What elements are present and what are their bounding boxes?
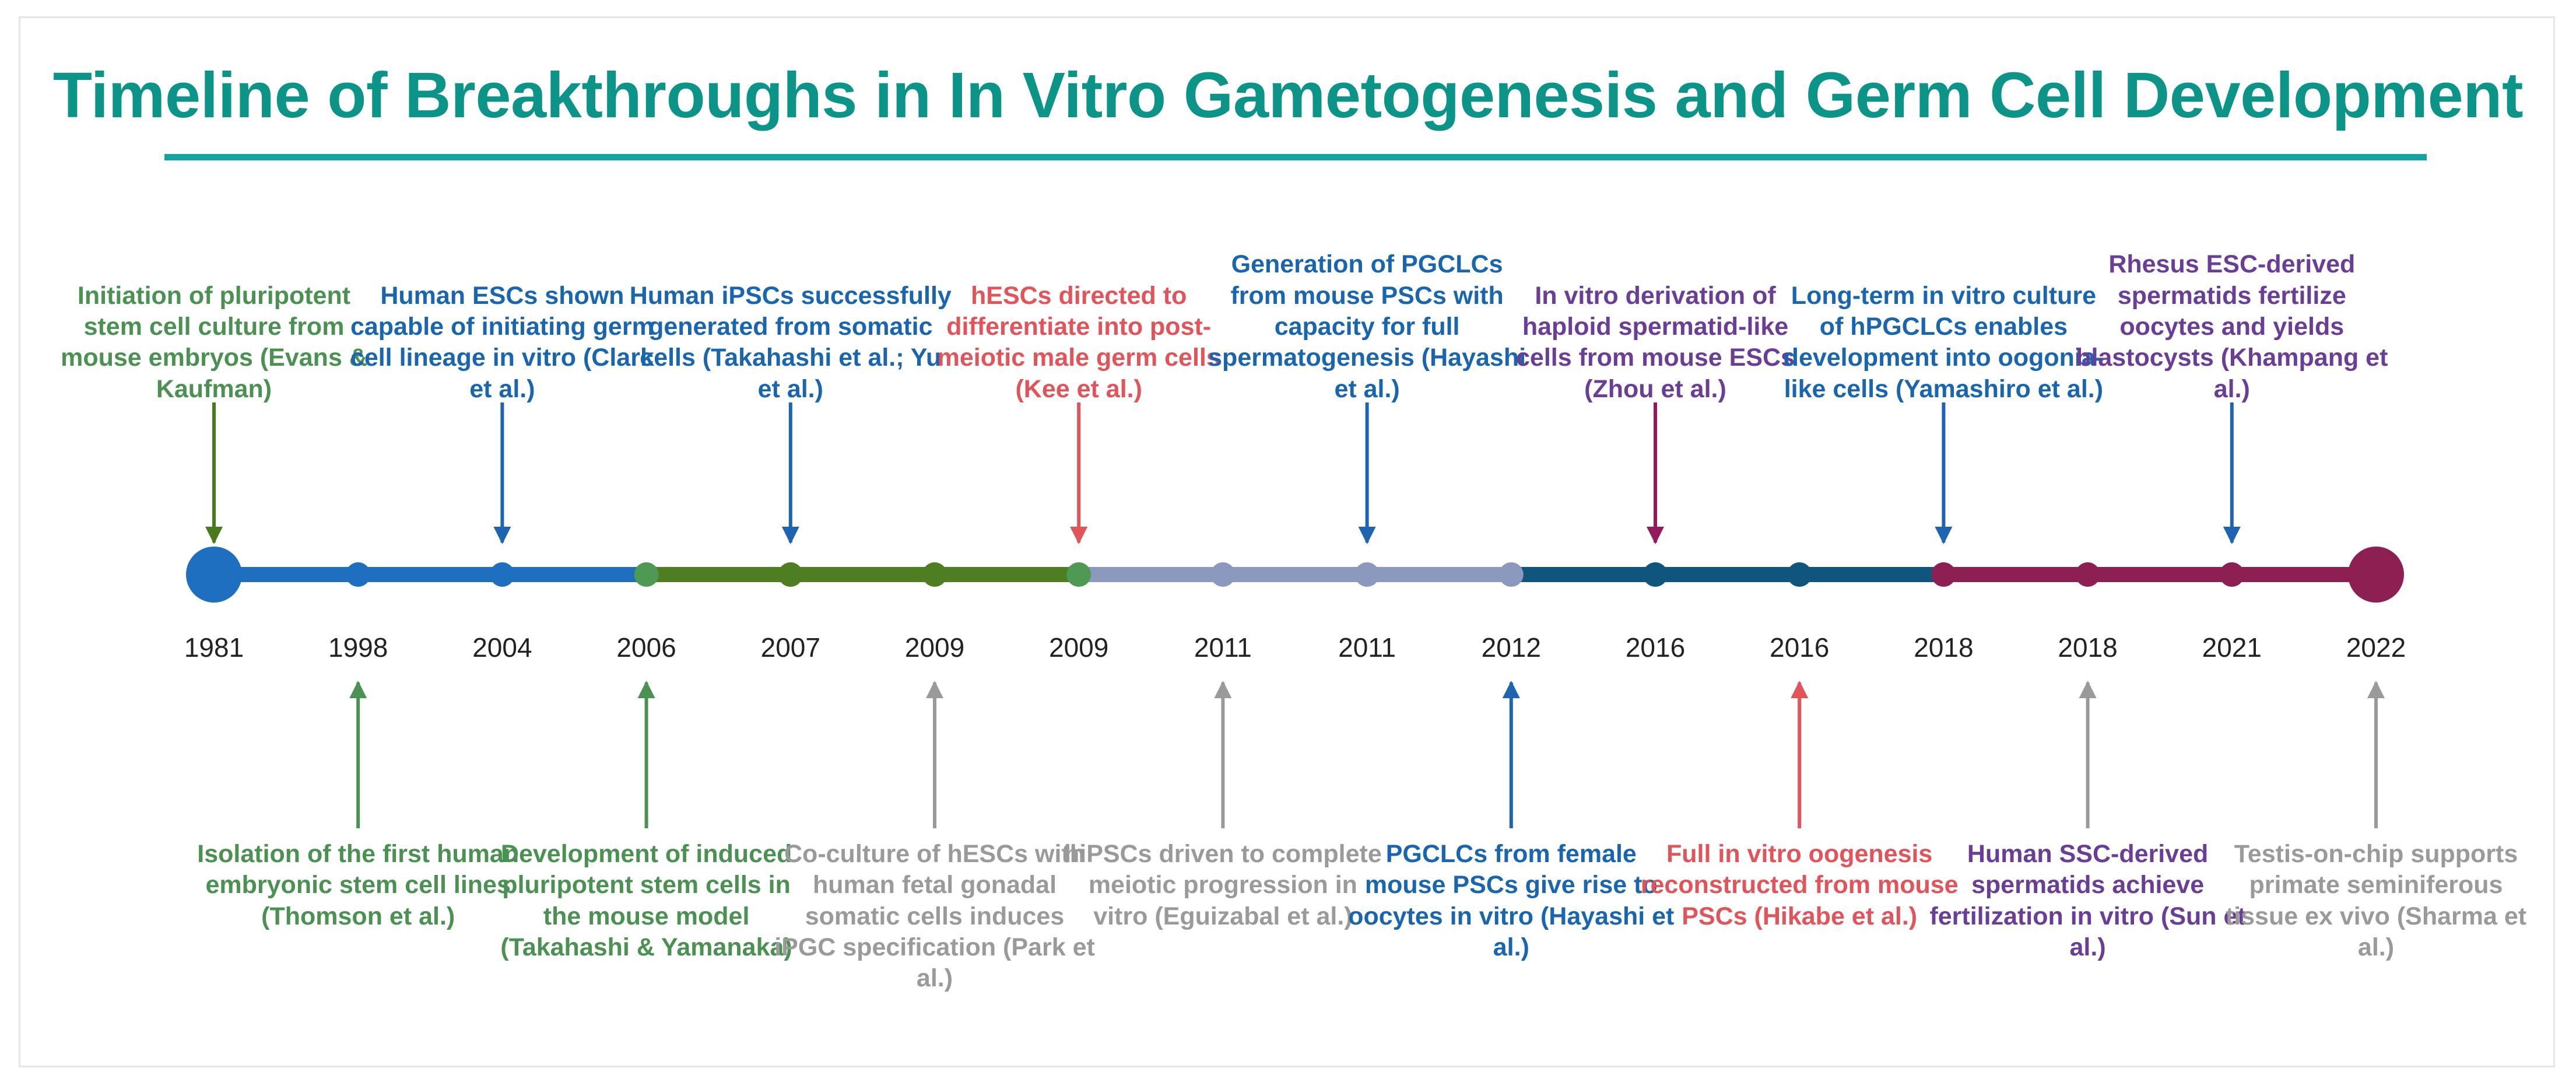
timeline-node-1981-1 [186, 547, 242, 603]
timeline-node-2018-14 [2075, 562, 2100, 587]
year-label: 2011 [1338, 632, 1396, 663]
timeline-node-2004-3 [490, 562, 515, 587]
year-label: 2016 [1625, 632, 1686, 663]
event-label-bottom: Isolation of the first human embryonic s… [197, 840, 520, 930]
timeline-node-2022-16 [2348, 547, 2404, 603]
event-label-top: Long-term in vitro culture of hPGCLCs en… [1783, 281, 2104, 403]
year-label: 2009 [904, 632, 965, 663]
year-label: 2016 [1770, 632, 1830, 663]
event-label-top: hESCs directed to differentiate into pos… [937, 281, 1220, 403]
event-arrows [205, 402, 2385, 828]
event-label-top: Rhesus ESC-derived spermatids fertilize … [2076, 250, 2388, 403]
timeline-node-2007-5 [778, 562, 803, 587]
event-label-bottom: Full in vitro oogenesis reconstructed fr… [1640, 840, 1959, 930]
event-label-bottom: Development of induced pluripotent stem … [500, 840, 792, 961]
timeline-node-2011-8 [1210, 562, 1236, 587]
timeline-node-2016-11 [1643, 562, 1668, 587]
event-label-bottom: Human SSC-derived spermatids achieve fer… [1929, 840, 2246, 961]
event-label-top: Human iPSCs successfully generated from … [629, 281, 952, 403]
timeline-node-1998-2 [346, 562, 371, 587]
event-label-bottom: hiPSCs driven to complete meiotic progre… [1064, 840, 1382, 930]
timeline-node-2009-7 [1066, 562, 1092, 587]
year-label: 1981 [184, 632, 244, 663]
year-label: 2021 [2202, 632, 2262, 663]
event-label-bottom: Co-culture of hESCs with human fetal gon… [774, 840, 1095, 993]
year-label: 2011 [1194, 632, 1252, 663]
event-label-bottom: Testis-on-chip supports primate seminife… [2225, 840, 2527, 961]
year-label: 2022 [2346, 632, 2406, 663]
timeline-node-2018-13 [1931, 562, 1956, 587]
year-label: 2004 [472, 632, 532, 663]
timeline-nodes [186, 547, 2404, 603]
timeline-node-2011-9 [1354, 562, 1380, 587]
year-label: 2012 [1481, 632, 1541, 663]
page-title: Timeline of Breakthroughs in In Vitro Ga… [52, 59, 2524, 131]
timeline-node-2009-6 [922, 562, 947, 587]
year-label: 2006 [616, 632, 676, 663]
event-label-top: Human ESCs shown capable of initiating g… [350, 281, 654, 403]
timeline-node-2012-10 [1498, 562, 1524, 587]
event-label-top: Generation of PGCLCs from mouse PSCs wit… [1208, 250, 1526, 403]
year-label: 2009 [1049, 632, 1109, 663]
title-underline [164, 154, 2427, 160]
figure-frame [19, 16, 2555, 1067]
year-label: 2018 [1914, 632, 1974, 663]
timeline-node-2016-12 [1787, 562, 1812, 587]
event-label-top: In vitro derivation of haploid spermatid… [1516, 281, 1795, 403]
event-label-bottom: PGCLCs from female mouse PSCs give rise … [1348, 840, 1675, 961]
event-label-top: Initiation of pluripotent stem cell cult… [61, 281, 367, 403]
timeline-node-2006-4 [634, 562, 659, 587]
timeline-node-2021-15 [2219, 562, 2244, 587]
year-label: 1998 [328, 632, 388, 663]
year-label: 2018 [2058, 632, 2118, 663]
year-label: 2007 [760, 632, 820, 663]
